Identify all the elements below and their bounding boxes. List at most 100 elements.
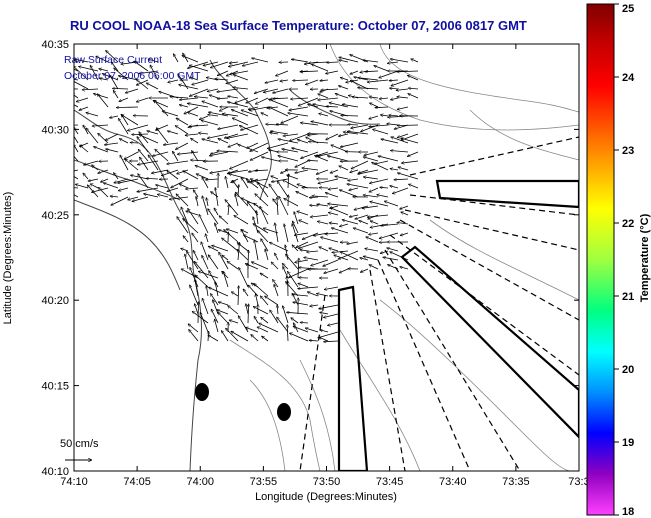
y-tick-label: 40:35 xyxy=(41,39,69,51)
current-vector xyxy=(319,113,329,117)
current-vector xyxy=(195,165,209,171)
current-vector xyxy=(114,178,129,183)
current-vector xyxy=(117,178,139,183)
current-vector xyxy=(277,305,278,315)
current-vector xyxy=(191,150,199,162)
current-vector xyxy=(169,196,189,199)
current-vector xyxy=(225,328,239,342)
colorbar-tick-label: 25 xyxy=(622,3,634,15)
current-vector xyxy=(176,216,189,234)
current-vector xyxy=(300,71,319,72)
colorbar-tick-label: 21 xyxy=(622,291,634,303)
current-vector xyxy=(369,264,379,270)
current-vector xyxy=(215,281,219,297)
current-vector xyxy=(310,214,329,217)
current-vector xyxy=(261,112,269,117)
current-vector xyxy=(380,187,389,188)
current-vector xyxy=(98,169,109,173)
current-vector xyxy=(293,326,309,333)
current-vector xyxy=(249,106,269,111)
current-vector xyxy=(289,133,309,141)
current-vector xyxy=(235,194,239,207)
current-vector xyxy=(352,97,369,98)
current-vector xyxy=(96,55,109,63)
current-vector xyxy=(201,242,209,261)
current-vector xyxy=(229,174,249,180)
current-vector xyxy=(374,160,389,164)
current-vector xyxy=(238,144,259,153)
current-vector xyxy=(283,133,299,136)
current-vector xyxy=(198,301,199,324)
current-vector xyxy=(297,140,309,144)
x-tick-label: 74:05 xyxy=(123,476,151,488)
current-vector xyxy=(302,168,319,171)
current-vector xyxy=(327,156,349,162)
current-vector xyxy=(329,248,339,252)
current-vector xyxy=(74,78,79,81)
current-vector xyxy=(187,208,199,225)
current-vector xyxy=(365,249,379,252)
bathymetry-contours xyxy=(229,44,579,471)
current-vector xyxy=(299,220,309,225)
current-vector xyxy=(209,151,229,156)
current-vector xyxy=(369,115,379,119)
current-vector xyxy=(97,94,109,108)
current-vector xyxy=(74,144,79,153)
current-vector xyxy=(387,265,399,270)
current-vector xyxy=(127,196,139,200)
current-vector xyxy=(341,115,359,116)
current-vector xyxy=(381,139,399,144)
current-vector xyxy=(218,138,229,144)
current-vector xyxy=(325,233,339,234)
current-vector xyxy=(257,230,269,243)
current-vector xyxy=(348,124,359,125)
surface-current-vectors xyxy=(74,50,419,342)
current-vector xyxy=(254,283,269,297)
current-vector xyxy=(99,78,109,80)
x-tick-label: 73:55 xyxy=(250,476,278,488)
current-vector xyxy=(323,341,339,342)
current-vector xyxy=(394,179,409,180)
current-vector xyxy=(231,110,249,117)
current-vector xyxy=(74,68,79,72)
current-vector xyxy=(295,160,309,168)
current-vector xyxy=(285,281,299,297)
current-vector xyxy=(229,160,249,169)
current-vector xyxy=(234,214,249,225)
current-vector xyxy=(251,58,269,63)
current-vector xyxy=(335,176,349,180)
current-vector xyxy=(377,195,389,198)
current-vector xyxy=(147,155,159,171)
current-vector xyxy=(326,62,339,63)
current-vector xyxy=(138,149,149,162)
current-vector xyxy=(326,106,339,107)
current-vector xyxy=(384,201,399,207)
current-vector xyxy=(80,145,89,153)
current-vector xyxy=(246,142,259,149)
current-vector xyxy=(155,149,169,162)
current-vector xyxy=(330,111,349,117)
current-vector xyxy=(350,80,369,90)
current-vector xyxy=(246,179,259,189)
current-vector xyxy=(261,157,279,162)
current-vector xyxy=(195,279,199,297)
current-vector xyxy=(105,133,119,141)
current-vector xyxy=(282,149,299,153)
current-vector xyxy=(250,151,269,161)
current-vector xyxy=(93,94,109,99)
current-vector xyxy=(92,125,109,126)
current-vector xyxy=(399,205,409,209)
x-axis: 74:10 74:05 74:00 73:55 73:50 73:45 73:40 73:35… xyxy=(60,44,590,488)
current-vector xyxy=(367,79,389,82)
current-vector xyxy=(269,241,289,252)
current-vector xyxy=(298,97,319,106)
current-vector xyxy=(330,208,349,216)
current-vector xyxy=(74,135,79,144)
current-vector xyxy=(147,131,159,135)
current-vector xyxy=(213,208,219,216)
current-vector xyxy=(289,333,309,342)
current-vector xyxy=(231,291,239,297)
current-vector xyxy=(401,160,419,163)
current-vector xyxy=(248,304,249,324)
current-vector xyxy=(397,106,409,110)
